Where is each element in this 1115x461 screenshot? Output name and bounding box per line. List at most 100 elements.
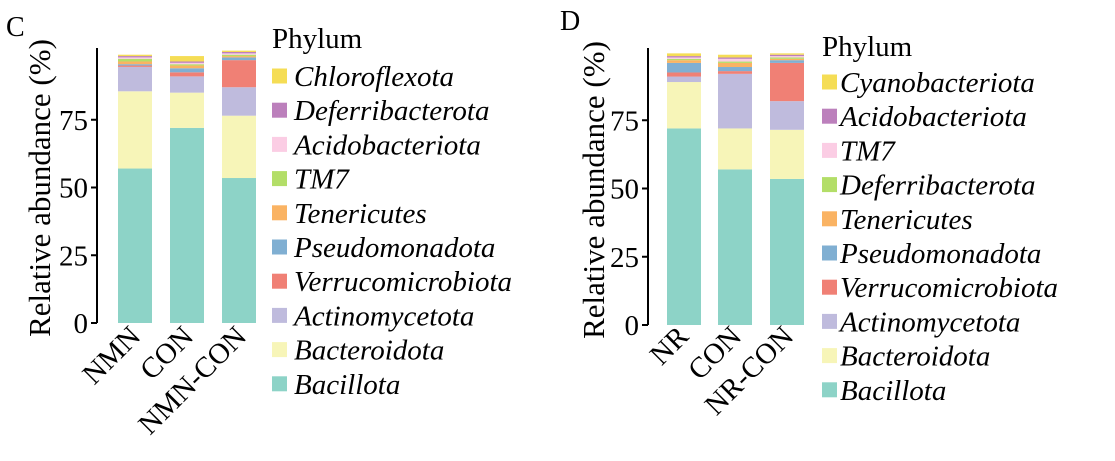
legend-swatch	[822, 142, 837, 158]
bar-segment	[718, 71, 752, 74]
legend-label: TM7	[840, 135, 896, 167]
bar-segment	[770, 101, 804, 130]
bar-segment	[667, 128, 701, 325]
bar-segment	[222, 52, 256, 54]
bar-segment	[222, 57, 256, 61]
legend-swatch	[822, 108, 837, 124]
legend-label: Bacteroidota	[840, 341, 990, 373]
bar-segment	[718, 62, 752, 68]
legend-swatch	[272, 102, 287, 118]
bar-segment	[222, 53, 256, 55]
legend-label: Actinomycetota	[838, 306, 1020, 338]
bar-segment	[118, 56, 152, 58]
bar-segment	[118, 61, 152, 65]
legend-label: Tenericutes	[294, 198, 427, 230]
bar-segment	[170, 64, 204, 66]
bar-segment	[770, 60, 804, 63]
bar-segment	[170, 65, 204, 69]
y-axis-title: Relative abundance (%)	[576, 41, 611, 339]
bar-segment	[118, 57, 152, 59]
y-tick-label: 0	[74, 308, 89, 340]
y-tick-label: 50	[610, 174, 639, 206]
bar-segment	[118, 168, 152, 323]
bar-segment	[170, 62, 204, 65]
bar-segment	[222, 60, 256, 88]
bar-segment	[118, 66, 152, 92]
legend-swatch	[822, 313, 837, 329]
bar-stack	[118, 54, 152, 323]
legend-label: Acidobacteriota	[838, 101, 1027, 133]
bar-segment	[170, 72, 204, 77]
legend-swatch	[272, 273, 287, 289]
bar-segment	[718, 67, 752, 72]
legend-label: TM7	[294, 164, 350, 196]
bar-segment	[718, 73, 752, 129]
bar-segment	[170, 127, 204, 323]
legend-swatch	[272, 239, 287, 255]
bar-segment	[118, 64, 152, 66]
bar-stack	[667, 53, 701, 325]
bar-stack	[718, 54, 752, 325]
bar-segment	[770, 58, 804, 61]
legend-swatch	[822, 348, 837, 364]
bar-segment	[770, 129, 804, 179]
bar-segment	[770, 178, 804, 325]
bar-segment	[667, 56, 701, 58]
bar-segment	[718, 128, 752, 170]
bar-segment	[770, 53, 804, 55]
bar-segment	[170, 92, 204, 128]
bar-segment	[718, 169, 752, 325]
bar-segment	[667, 60, 701, 63]
y-tick-label: 75	[59, 105, 88, 137]
legend: Phylum CyanobacteriotaAcidobacteriotaTM7D…	[822, 31, 1058, 407]
legend-label: Cyanobacteriota	[840, 67, 1035, 99]
bar-segment	[718, 57, 752, 59]
legend: Phylum ChloroflexotaDeferribacterotaAcido…	[272, 23, 512, 401]
legend-swatch	[822, 382, 837, 398]
bar-stack	[170, 56, 204, 323]
bar-segment	[770, 56, 804, 58]
bar-segment	[667, 57, 701, 59]
legend-swatch	[272, 205, 287, 221]
bar-segment	[222, 56, 256, 58]
legend-label: Bacillota	[840, 375, 946, 407]
y-tick-label: 25	[59, 240, 88, 272]
legend-label: Deferribacterota	[839, 170, 1035, 202]
legend-label: Pseudomonadota	[293, 232, 495, 264]
bar-segment	[667, 72, 701, 77]
legend-swatch	[272, 171, 287, 187]
bar-segment	[667, 58, 701, 61]
bar-segment	[222, 54, 256, 57]
bar-segment	[770, 54, 804, 57]
bar-segment	[118, 58, 152, 62]
y-axis-title: Relative abundance (%)	[22, 39, 57, 337]
legend-label: Verrucomicrobiota	[840, 272, 1058, 304]
bar-segment	[118, 91, 152, 169]
bar-segment	[170, 56, 204, 62]
bar-segment	[118, 65, 152, 67]
bar-segment	[718, 58, 752, 62]
bar-stack	[222, 50, 256, 323]
bar-segment	[718, 61, 752, 63]
bar-segment	[770, 57, 804, 59]
legend-label: Tenericutes	[840, 204, 973, 236]
panel-label: C	[6, 12, 25, 43]
bar-segment	[170, 76, 204, 93]
bar-segment	[170, 61, 204, 63]
bar-segment	[222, 115, 256, 179]
bar-segment	[667, 76, 701, 83]
legend-swatch	[822, 177, 837, 193]
legend-swatch	[272, 307, 287, 323]
legend-label: Actinomycetota	[292, 300, 474, 332]
bar-segment	[718, 54, 752, 58]
bar-segment	[222, 178, 256, 323]
bar-segment	[118, 54, 152, 57]
bar-segment	[222, 50, 256, 52]
legend-swatch	[822, 279, 837, 295]
bar-segment	[170, 68, 204, 73]
legend-label: Verrucomicrobiota	[294, 266, 512, 298]
y-tick-label: 75	[610, 105, 639, 137]
legend-swatch	[272, 376, 287, 392]
